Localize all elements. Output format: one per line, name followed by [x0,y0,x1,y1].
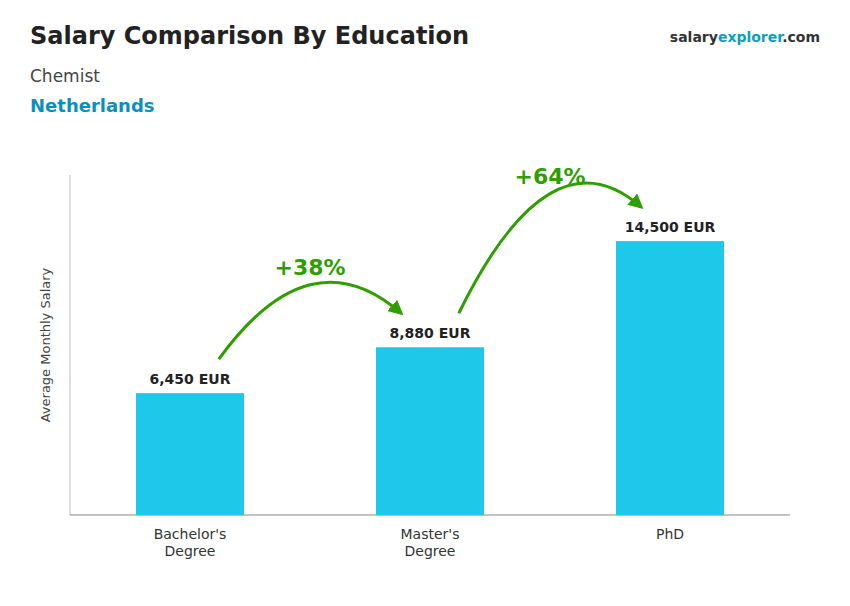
x-tick-label: PhD [656,526,684,542]
x-tick-label-line: Master's [401,526,460,542]
x-tick-label: Bachelor'sDegree [154,526,227,559]
x-tick-label-line: Degree [165,543,216,559]
title: Salary Comparison By Education [30,22,469,50]
bar [616,241,724,515]
watermark-part: salary [670,29,718,45]
subtitle: Chemist [30,66,100,86]
x-tick-label: Master'sDegree [401,526,460,559]
growth-label: +38% [274,255,345,280]
data-label: 8,880 EUR [390,325,471,341]
bar [376,347,484,515]
x-tick-label-line: Degree [405,543,456,559]
x-tick-label-line: PhD [656,526,684,542]
y-axis-label: Average Monthly Salary [38,267,53,422]
data-label: 6,450 EUR [150,371,231,387]
growth-arrow [219,282,401,359]
y-axis-line [70,175,71,515]
growth-arrow [459,183,641,313]
data-label: 14,500 EUR [625,219,716,235]
bar [136,393,244,515]
chart-container: Salary Comparison By Education Chemist Net… [0,0,850,606]
subtitle: Netherlands [30,95,155,116]
watermark-part: .com [782,29,820,45]
growth-label: +64% [514,164,585,189]
x-tick-label-line: Bachelor's [154,526,227,542]
watermark-part: explorer [718,29,784,45]
watermark: salaryexplorer.com [670,29,820,45]
bars [136,241,724,515]
chart-svg: Salary Comparison By Education Chemist Net… [0,0,850,606]
